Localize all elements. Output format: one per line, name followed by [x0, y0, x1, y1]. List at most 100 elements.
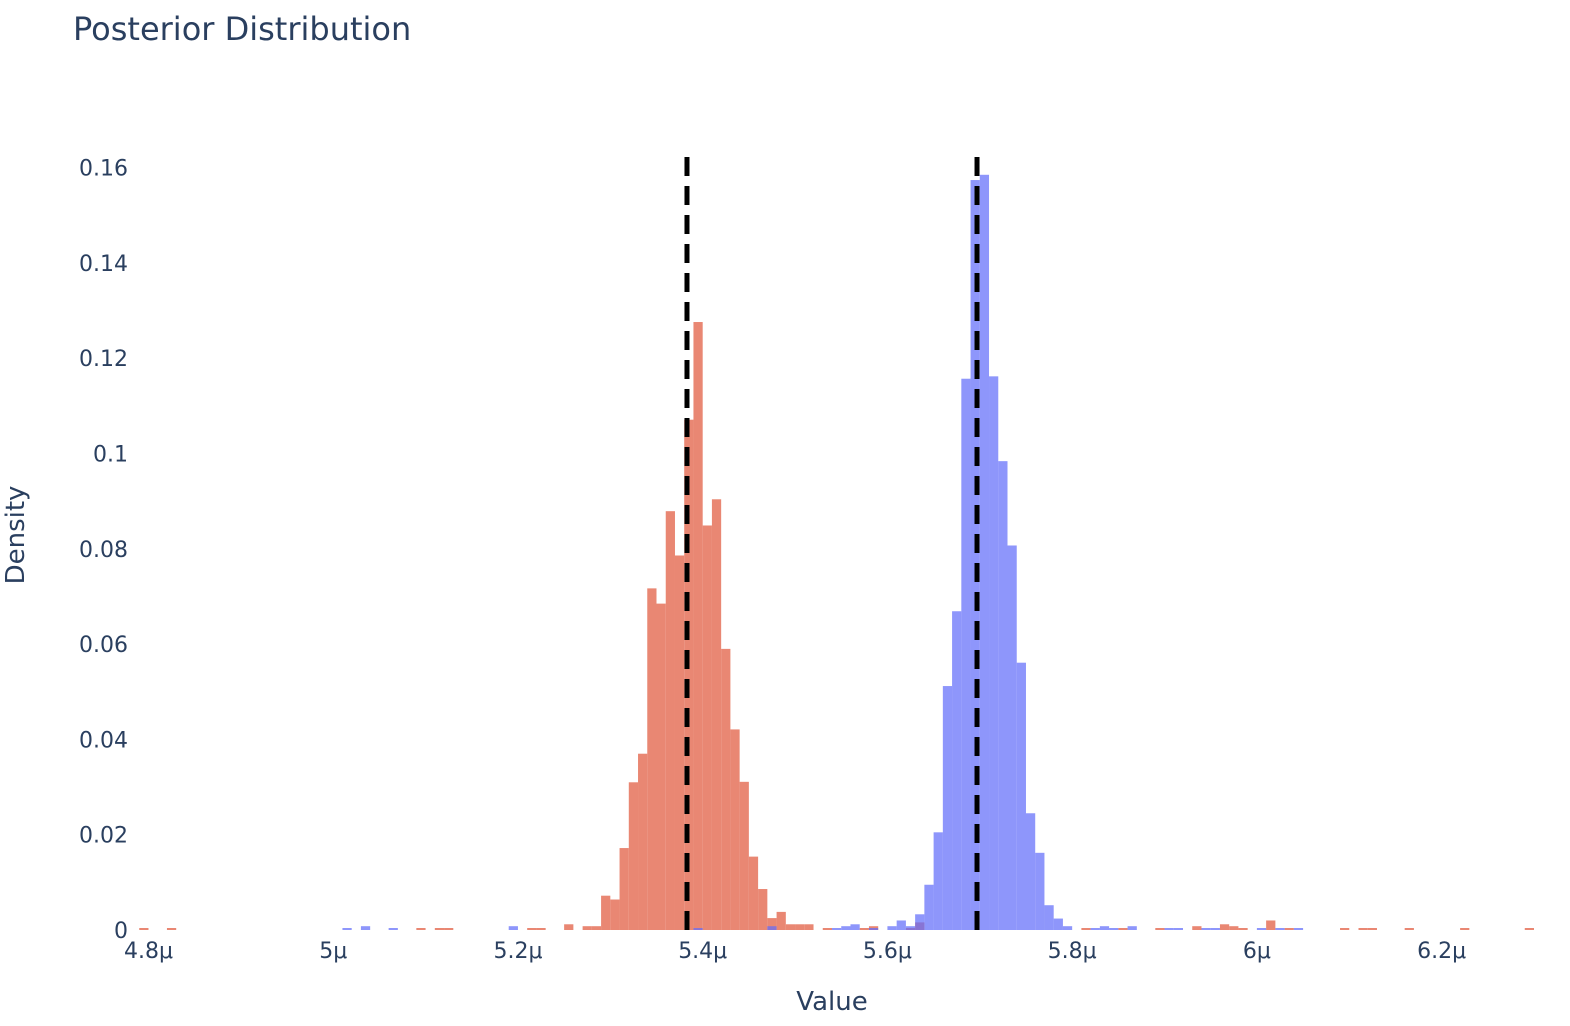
histogram-bar: [1016, 662, 1026, 930]
histogram-bar: [416, 928, 426, 930]
histogram-bar: [887, 926, 897, 930]
histogram-bar: [979, 174, 990, 931]
histogram-bar: [1275, 928, 1285, 930]
histogram-bar: [1044, 905, 1054, 930]
histogram-bar: [739, 781, 749, 930]
y-tick-label: 0.02: [79, 824, 128, 849]
y-tick-label: 0.06: [79, 633, 128, 658]
histogram-bar: [748, 856, 759, 930]
histogram-bar: [1099, 926, 1110, 930]
histogram-bar: [166, 928, 177, 930]
histogram-bar: [674, 555, 685, 930]
histogram-bar: [527, 928, 537, 930]
histogram-bar: [850, 924, 860, 930]
histogram-bar: [1284, 928, 1294, 930]
histogram-bar: [1367, 928, 1377, 930]
histogram-bar: [1293, 928, 1304, 930]
y-tick-label: 0: [114, 919, 128, 944]
histogram-bar: [628, 782, 639, 930]
histogram-bar: [702, 525, 712, 930]
histogram-bar: [989, 376, 999, 931]
histogram-bar: [536, 928, 546, 930]
histogram-bar: [444, 928, 454, 930]
histogram-bar: [582, 926, 592, 930]
histogram-bar: [1524, 928, 1534, 930]
histogram-bar: [998, 461, 1008, 930]
histogram-bar: [785, 924, 796, 930]
y-axis-ticks: 0 0.02 0.04 0.06 0.08 0.1 0.12 0.14 0.16: [79, 157, 128, 944]
x-tick-label: 5.6μ: [863, 939, 912, 964]
histogram-bar: [758, 889, 768, 930]
histogram-bar: [508, 926, 518, 930]
x-tick-label: 6.2μ: [1417, 939, 1466, 964]
histogram-bar: [591, 926, 602, 930]
histogram-bar: [139, 928, 149, 930]
histogram-bar: [1062, 926, 1073, 930]
histogram-bar: [767, 918, 777, 930]
histogram-bar: [1053, 918, 1063, 930]
x-tick-label: 5.2μ: [493, 939, 542, 964]
histogram-bar: [1109, 928, 1119, 930]
histogram-bar: [1081, 928, 1091, 930]
histogram-bar: [601, 895, 611, 930]
histogram-bar: [638, 753, 648, 930]
histogram-bar: [1173, 928, 1183, 930]
x-axis-ticks: 4.8μ 5μ 5.2μ 5.4μ 5.6μ 5.8μ 6μ 6.2μ: [124, 939, 1466, 964]
histogram-bar: [942, 686, 953, 930]
histogram-bar: [924, 884, 934, 930]
y-axis-label: Density: [1, 486, 31, 585]
plot-area: [139, 157, 1534, 931]
histogram-bar: [868, 928, 879, 930]
histogram-bar: [1192, 926, 1202, 930]
histogram-bar: [721, 648, 731, 930]
histogram-bar: [822, 928, 832, 930]
histogram-bar: [1025, 813, 1036, 930]
histogram-bar: [434, 928, 445, 930]
histogram-bar: [804, 924, 814, 930]
reference-lines: [684, 157, 980, 930]
histogram-bar: [1090, 928, 1100, 930]
histogram-bar: [832, 928, 842, 930]
histogram-bar: [1155, 928, 1165, 930]
histogram-bar: [1201, 928, 1211, 930]
histogram-bar: [859, 928, 869, 930]
histogram-bar: [1460, 928, 1470, 930]
histogram-bar: [360, 926, 371, 930]
x-tick-label: 5.4μ: [678, 939, 727, 964]
y-tick-label: 0.12: [79, 347, 128, 372]
histogram-bar: [342, 928, 352, 930]
histogram-bar: [952, 611, 962, 930]
histogram-bar: [647, 588, 657, 930]
histogram-bar: [1266, 920, 1276, 930]
y-tick-label: 0.1: [93, 443, 128, 468]
histogram-bar: [1238, 928, 1248, 930]
histogram-bar: [1404, 928, 1414, 930]
histogram-bar: [970, 180, 980, 931]
histogram-bar: [388, 928, 398, 930]
histogram-bar: [684, 419, 694, 930]
histogram-bar: [1118, 928, 1128, 930]
histogram-bar: [1210, 928, 1220, 930]
histogram-bar: [730, 729, 740, 930]
histogram-bar: [564, 924, 574, 930]
histogram-bar: [933, 832, 943, 930]
y-tick-label: 0.08: [79, 538, 128, 563]
histogram-bar: [693, 928, 703, 930]
histogram-bar: [1007, 545, 1017, 930]
y-tick-label: 0.14: [79, 252, 128, 277]
histogram-bar: [610, 899, 620, 930]
x-tick-label: 6μ: [1243, 939, 1271, 964]
histogram-bar: [905, 926, 916, 930]
histogram-bar: [841, 926, 851, 930]
x-tick-label: 4.8μ: [124, 939, 173, 964]
y-tick-label: 0.16: [79, 157, 128, 182]
histogram-bar: [1127, 926, 1137, 930]
histogram-bar: [1358, 928, 1368, 930]
histogram-bar: [961, 378, 971, 931]
chart-title: Posterior Distribution: [73, 10, 411, 48]
histogram-bars: [139, 174, 1534, 931]
x-tick-label: 5μ: [319, 939, 347, 964]
x-axis-label: Value: [796, 987, 867, 1017]
histogram-bar: [896, 920, 906, 930]
histogram-bar: [1219, 924, 1230, 930]
